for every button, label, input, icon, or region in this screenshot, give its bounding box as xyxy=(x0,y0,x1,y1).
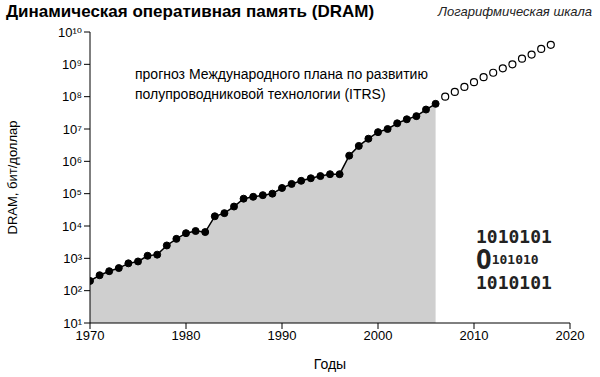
svg-text:1980: 1980 xyxy=(172,328,201,343)
svg-text:1990: 1990 xyxy=(268,328,297,343)
svg-text:2010: 2010 xyxy=(460,328,489,343)
svg-text:10⁹: 10⁹ xyxy=(62,57,82,72)
svg-text:10⁷: 10⁷ xyxy=(63,122,82,137)
svg-text:2000: 2000 xyxy=(364,328,393,343)
svg-text:10³: 10³ xyxy=(63,251,82,266)
html-text:O101010: O101010 xyxy=(476,245,539,275)
svg-text:10¹⁰: 10¹⁰ xyxy=(58,25,82,40)
svg-text:10⁸: 10⁸ xyxy=(62,89,82,104)
html-text:1010101: 1010101 xyxy=(476,272,552,293)
svg-text:DRAM, бит/доллар: DRAM, бит/доллар xyxy=(5,121,20,235)
html-text:1010101: 1010101 xyxy=(476,226,552,247)
svg-text:10²: 10² xyxy=(63,283,82,298)
svg-text:Годы: Годы xyxy=(314,356,346,372)
svg-text:10⁶: 10⁶ xyxy=(62,154,82,169)
svg-text:1970: 1970 xyxy=(75,328,105,344)
html-text:Логарифмическая шкала: Логарифмическая шкала xyxy=(438,4,592,19)
svg-text:10⁵: 10⁵ xyxy=(62,186,82,201)
svg-text:10⁴: 10⁴ xyxy=(62,219,82,234)
html-text:полупроводниковой технологии (: полупроводниковой технологии (ITRS) xyxy=(135,86,386,102)
html-text:Динамическая оперативная памят: Динамическая оперативная память (DRAM) xyxy=(6,2,374,21)
html-text:прогноз Международного плана п: прогноз Международного плана по развитию xyxy=(135,66,428,82)
svg-text:10¹: 10¹ xyxy=(63,316,82,331)
svg-text:2020: 2020 xyxy=(556,328,585,343)
